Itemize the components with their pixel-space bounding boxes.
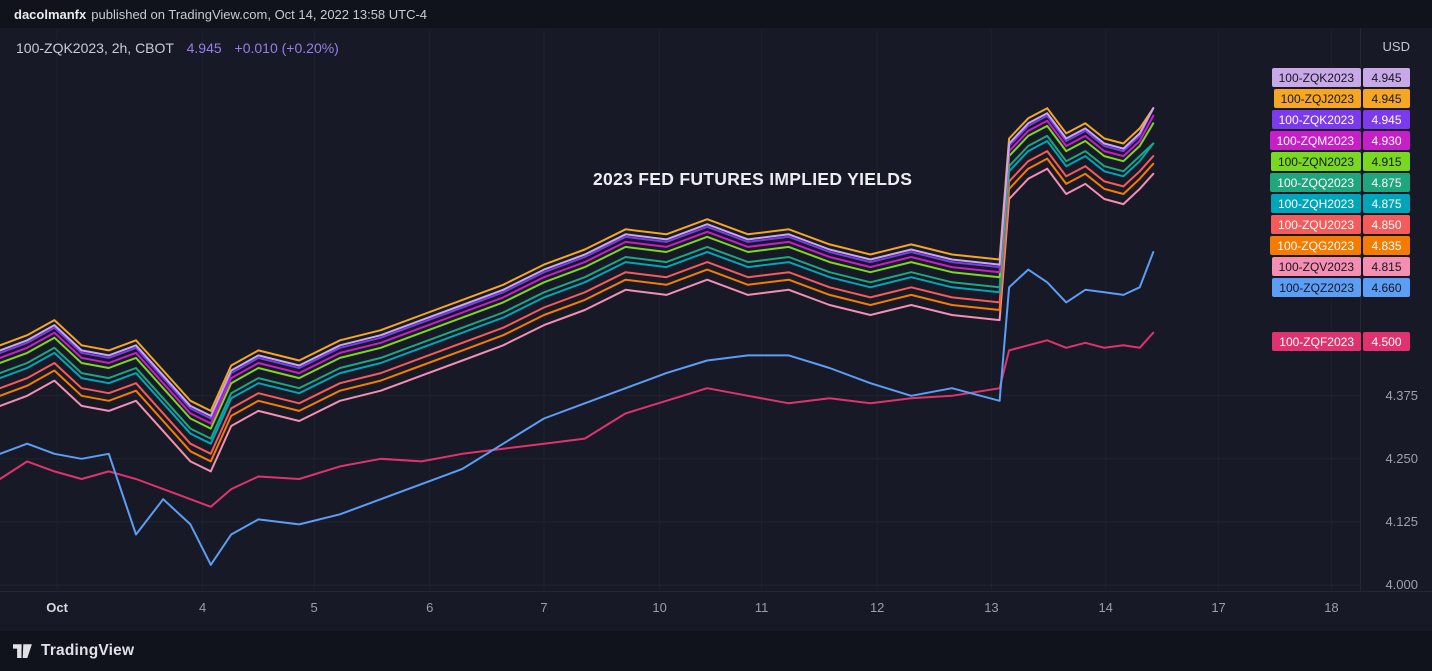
- time-scale[interactable]: Oct 4 5 6 7 10 11 12 13 14 17 18: [0, 591, 1432, 631]
- time-tick-12: 12: [869, 600, 885, 615]
- series-price-badge: 4.660: [1363, 278, 1410, 297]
- price-labels: 100-ZQK2023 4.945 100-ZQJ2023 4.945 100-ZQK2…: [1202, 28, 1432, 631]
- price-tick-4.000: 4.000: [1385, 576, 1418, 592]
- series-symbol-badge: 100-ZQF2023: [1272, 332, 1361, 351]
- series-line-100-zqz2023: [0, 251, 1155, 566]
- price-change: +0.010 (+0.20%): [234, 40, 339, 56]
- price-tick-4.250: 4.250: [1385, 450, 1418, 466]
- price-label-100-zqk2023[interactable]: 100-ZQK2023 4.945: [1271, 110, 1410, 129]
- footer-bar: TradingView: [0, 631, 1432, 671]
- last-price: 4.945: [186, 40, 222, 56]
- time-tick-13: 13: [984, 600, 999, 615]
- time-tick-7: 7: [540, 600, 548, 615]
- time-tick-5: 5: [310, 600, 318, 615]
- price-label-100-zqq2023[interactable]: 100-ZQQ2023 4.875: [1270, 173, 1410, 192]
- series-symbol-badge: 100-ZQQ2023: [1270, 173, 1361, 192]
- time-tick-18: 18: [1324, 600, 1339, 615]
- series-symbol-badge: 100-ZQK2023: [1271, 110, 1361, 129]
- series-price-badge: 4.835: [1363, 236, 1410, 255]
- series-price-badge: 4.875: [1363, 173, 1410, 192]
- price-label-100-zqh2023[interactable]: 100-ZQH2023 4.875: [1270, 194, 1410, 213]
- series-line-100-zqg2023: [0, 157, 1155, 463]
- price-label-100-zqf2023[interactable]: 100-ZQF2023 4.500: [1272, 332, 1410, 351]
- publish-info: published on TradingView.com, Oct 14, 20…: [91, 6, 428, 22]
- time-tick-oct: Oct: [46, 600, 68, 615]
- price-label-100-zqv2023[interactable]: 100-ZQV2023 4.815: [1271, 257, 1410, 276]
- series-line-100-zqh2023: [0, 140, 1155, 445]
- chart-area[interactable]: 100-ZQK2023, 2h, CBOT 4.945 +0.010 (+0.2…: [0, 28, 1432, 631]
- series-line-100-zqm2023: [0, 114, 1155, 425]
- price-label-100-zqj2023[interactable]: 100-ZQJ2023 4.945: [1273, 89, 1410, 108]
- price-label-100-zqm2023[interactable]: 100-ZQM2023 4.930: [1269, 131, 1410, 150]
- time-tick-17: 17: [1211, 600, 1226, 615]
- tradingview-brand[interactable]: TradingView: [41, 642, 135, 659]
- publisher-name: dacolmanfx: [14, 6, 87, 22]
- series-price-badge: 4.500: [1363, 332, 1410, 351]
- price-label-100-zqk2023[interactable]: 100-ZQK2023 4.945: [1271, 68, 1410, 87]
- series-line-100-zqq2023: [0, 134, 1155, 440]
- series-line-100-zqk2023: [0, 107, 1155, 417]
- series-price-badge: 4.945: [1363, 110, 1410, 129]
- symbol-title: 100-ZQK2023, 2h, CBOT: [16, 40, 174, 56]
- currency-label: USD: [1382, 39, 1410, 54]
- series-line-100-zqj2023: [0, 107, 1155, 412]
- price-scale[interactable]: USD 4.375 4.250 4.125 4.000: [1360, 28, 1432, 592]
- series-price-badge: 4.945: [1363, 89, 1410, 108]
- publish-bar: dacolmanfx published on TradingView.com,…: [0, 0, 1432, 28]
- series-symbol-badge: 100-ZQK2023: [1271, 68, 1361, 87]
- time-tick-4: 4: [199, 600, 207, 615]
- time-tick-6: 6: [426, 600, 434, 615]
- time-tick-14: 14: [1098, 600, 1113, 615]
- series-price-badge: 4.815: [1363, 257, 1410, 276]
- series-symbol-badge: 100-ZQN2023: [1270, 152, 1361, 171]
- price-label-100-zqz2023[interactable]: 100-ZQZ2023 4.660: [1272, 278, 1410, 297]
- price-label-100-zqn2023[interactable]: 100-ZQN2023 4.915: [1270, 152, 1410, 171]
- series-line-100-zqu2023: [0, 150, 1155, 455]
- series-symbol-badge: 100-ZQV2023: [1271, 257, 1361, 276]
- series-symbol-badge: 100-ZQG2023: [1270, 236, 1361, 255]
- series-line-100-zqk2023: [0, 107, 1155, 420]
- series-price-badge: 4.930: [1363, 131, 1410, 150]
- price-tick-4.125: 4.125: [1385, 513, 1418, 529]
- series-symbol-badge: 100-ZQH2023: [1270, 194, 1361, 213]
- series-symbol-badge: 100-ZQM2023: [1269, 131, 1361, 150]
- price-tick-4.375: 4.375: [1385, 387, 1418, 403]
- series-symbol-badge: 100-ZQZ2023: [1272, 278, 1361, 297]
- series-symbol-badge: 100-ZQJ2023: [1273, 89, 1361, 108]
- series-line-100-zqv2023: [0, 167, 1155, 473]
- time-tick-11: 11: [754, 600, 769, 615]
- series-price-badge: 4.850: [1363, 215, 1410, 234]
- price-label-100-zqg2023[interactable]: 100-ZQG2023 4.835: [1270, 236, 1410, 255]
- plot-svg[interactable]: [0, 30, 1360, 590]
- time-tick-10: 10: [652, 600, 667, 615]
- series-price-badge: 4.915: [1363, 152, 1410, 171]
- series-line-100-zqf2023: [0, 331, 1155, 508]
- tradingview-logo-icon[interactable]: [13, 643, 32, 659]
- price-label-100-zqu2023[interactable]: 100-ZQU2023 4.850: [1270, 215, 1410, 234]
- series-price-badge: 4.945: [1363, 68, 1410, 87]
- series-line-100-zqn2023: [0, 122, 1155, 430]
- chart-title-annotation: 2023 FED FUTURES IMPLIED YIELDS: [593, 169, 913, 189]
- series-price-badge: 4.875: [1363, 194, 1410, 213]
- series-symbol-badge: 100-ZQU2023: [1270, 215, 1361, 234]
- symbol-legend[interactable]: 100-ZQK2023, 2h, CBOT 4.945 +0.010 (+0.2…: [16, 40, 339, 56]
